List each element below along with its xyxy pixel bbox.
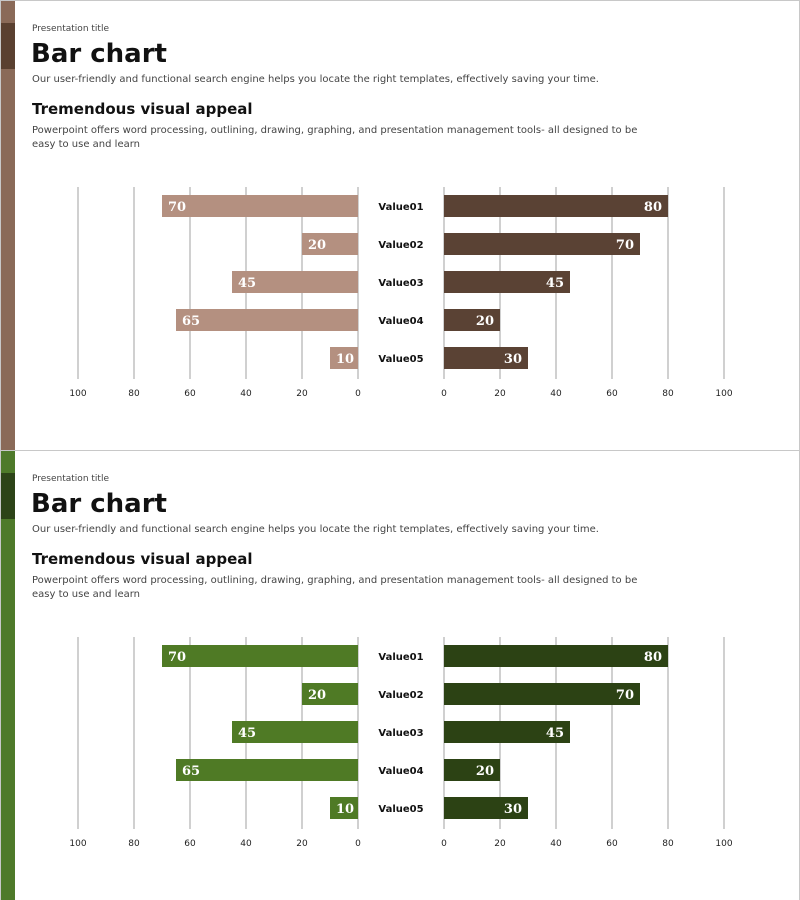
data-label: 45 [238,276,256,291]
right-bar [444,195,668,217]
accent-block [1,473,15,519]
accent-block [1,23,15,69]
data-label: 65 [182,764,200,779]
data-label: 45 [546,726,564,741]
body-text: Powerpoint offers word processing, outli… [32,575,638,600]
data-label: 20 [476,764,494,779]
tick-label: 20 [494,389,506,399]
left-bar [302,233,358,255]
left-bar [302,683,358,705]
tick-label: 0 [355,389,361,399]
presentation-title: Presentation title [32,24,109,34]
category-label: Value04 [378,766,423,777]
left-bar [330,797,358,819]
category-label: Value05 [378,804,423,815]
category-label: Value01 [378,202,423,213]
tick-label: 0 [441,389,447,399]
left-bar [162,195,358,217]
data-label: 10 [336,802,354,817]
subtitle: Our user-friendly and functional search … [32,524,599,535]
left-bar [330,347,358,369]
tick-label: 60 [606,389,618,399]
data-label: 70 [168,650,186,665]
right-bar [444,347,528,369]
bar-chart: 0 0 20 20 40 40 60 60 80 80 100 100 70 80 Value01 20 70 V… [69,187,733,399]
data-label: 30 [504,352,522,367]
data-label: 70 [616,688,634,703]
accent-stripe [1,451,15,900]
data-label: 30 [504,802,522,817]
section-heading: Tremendous visual appeal [32,100,253,118]
tick-label: 20 [296,839,308,849]
right-bar [444,645,668,667]
category-label: Value01 [378,652,423,663]
data-label: 20 [308,238,326,253]
tick-label: 40 [240,839,252,849]
data-label: 65 [182,314,200,329]
data-label: 45 [546,276,564,291]
data-label: 45 [238,726,256,741]
subtitle: Our user-friendly and functional search … [32,74,599,85]
category-label: Value02 [378,690,423,701]
tick-label: 60 [184,389,196,399]
tick-label: 0 [355,839,361,849]
left-bar [176,309,358,331]
data-label: 70 [616,238,634,253]
tick-label: 60 [184,839,196,849]
right-bar [444,797,528,819]
tick-label: 80 [662,839,674,849]
tick-label: 80 [128,839,140,849]
tick-label: 100 [69,839,86,849]
data-label: 20 [308,688,326,703]
right-bar [444,721,570,743]
right-bar [444,309,500,331]
category-label: Value02 [378,240,423,251]
right-bar [444,271,570,293]
tick-label: 100 [69,389,86,399]
slide: Presentation title Bar chart Our user-fr… [0,0,800,450]
tick-label: 0 [441,839,447,849]
tick-label: 40 [550,389,562,399]
right-bar [444,759,500,781]
category-label: Value05 [378,354,423,365]
body-text: Powerpoint offers word processing, outli… [32,125,638,150]
tick-label: 80 [128,389,140,399]
category-label: Value03 [378,728,423,739]
left-bar [232,271,358,293]
data-label: 80 [644,200,662,215]
tick-label: 40 [240,389,252,399]
bar-chart: 0 0 20 20 40 40 60 60 80 80 100 100 70 80 Value01 20 70 V… [69,637,733,849]
left-bar [176,759,358,781]
data-label: 70 [168,200,186,215]
right-bar [444,683,640,705]
category-label: Value04 [378,316,423,327]
page-title: Bar chart [31,39,167,69]
tick-label: 100 [715,389,732,399]
left-bar [232,721,358,743]
tick-label: 100 [715,839,732,849]
data-label: 10 [336,352,354,367]
tick-label: 40 [550,839,562,849]
slide: Presentation title Bar chart Our user-fr… [0,450,800,900]
section-heading: Tremendous visual appeal [32,550,253,568]
right-bar [444,233,640,255]
tick-label: 80 [662,389,674,399]
tick-label: 20 [296,389,308,399]
tick-label: 60 [606,839,618,849]
accent-stripe [1,1,15,450]
data-label: 20 [476,314,494,329]
category-label: Value03 [378,278,423,289]
presentation-title: Presentation title [32,474,109,484]
left-bar [162,645,358,667]
data-label: 80 [644,650,662,665]
tick-label: 20 [494,839,506,849]
page-title: Bar chart [31,489,167,519]
